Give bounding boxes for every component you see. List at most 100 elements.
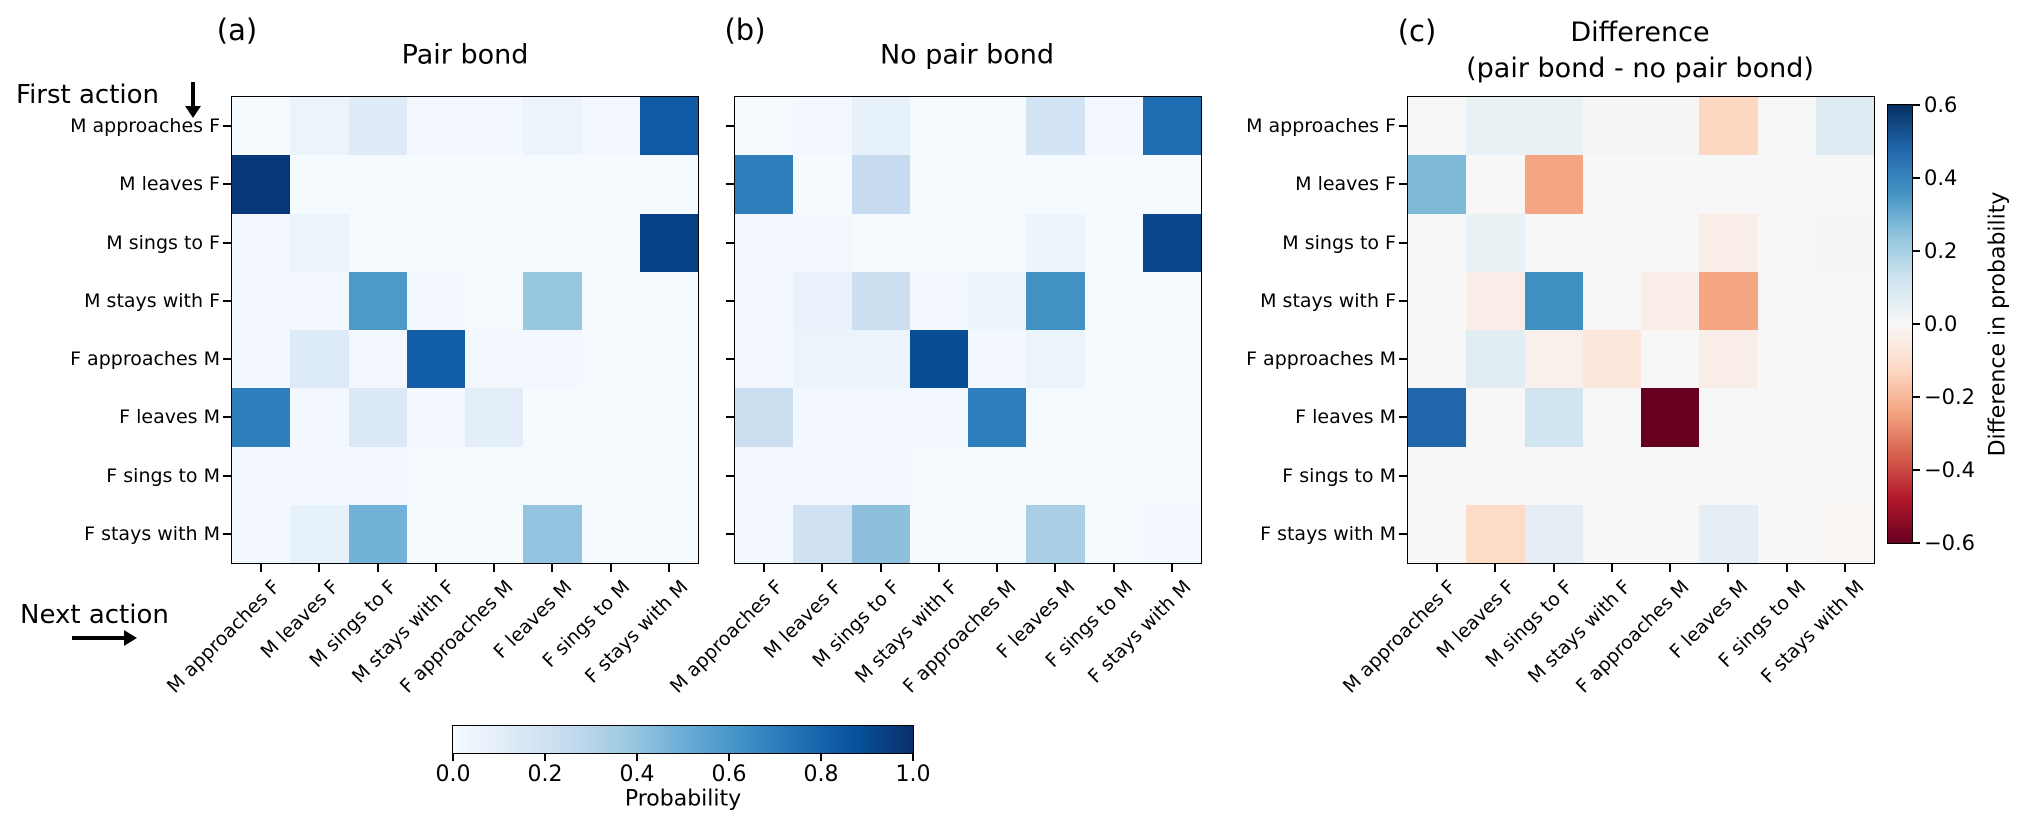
axis-tick xyxy=(726,358,734,361)
heatmap-cell xyxy=(735,271,794,331)
heatmap-cell xyxy=(1815,504,1875,564)
colorbar-tick xyxy=(1913,396,1920,398)
axis-tick xyxy=(223,241,231,244)
axis-tick xyxy=(1112,564,1115,572)
heatmap-cell xyxy=(793,446,853,506)
heatmap-cell xyxy=(909,271,969,331)
heatmap-cell xyxy=(1408,271,1467,331)
heatmap-cell xyxy=(1641,388,1700,448)
col-label-text: F stays with M xyxy=(1756,576,1869,688)
axis-tick xyxy=(726,532,734,535)
heatmap-cell xyxy=(1524,446,1584,506)
heatmap-cell xyxy=(1699,213,1759,273)
axis-tick xyxy=(1843,564,1846,572)
heatmap-cell xyxy=(1582,213,1642,273)
colorbar-tick xyxy=(636,754,638,761)
panel-title-b-text: No pair bond xyxy=(879,39,1055,71)
axis-tick xyxy=(1399,532,1407,535)
colorbar-tick-label: 0.4 xyxy=(619,762,655,787)
heatmap-cell xyxy=(1142,97,1202,156)
axis-tick xyxy=(223,299,231,302)
heatmap-cell xyxy=(290,213,350,273)
heatmap-cell xyxy=(1142,330,1202,389)
heatmap-cell xyxy=(465,388,524,448)
heatmap-cell xyxy=(1582,97,1642,156)
colorbar-tick xyxy=(912,754,914,761)
heatmap-cell xyxy=(793,97,853,156)
heatmap-cell xyxy=(1084,213,1144,273)
heatmap-cell xyxy=(968,330,1027,389)
heatmap-cell xyxy=(1142,504,1202,564)
heatmap-cell xyxy=(465,213,524,273)
axis-tick xyxy=(1436,564,1439,572)
heatmap-cell xyxy=(1026,504,1086,564)
heatmap-cell xyxy=(1815,271,1875,331)
axis-tick xyxy=(1399,125,1407,128)
axis-tick xyxy=(551,564,554,572)
panel-title-c-line1: Difference xyxy=(1570,17,1710,48)
heatmap-cell xyxy=(639,446,699,506)
heatmap-cell xyxy=(465,504,524,564)
heatmap-cell xyxy=(406,504,466,564)
heatmap-cell xyxy=(851,271,911,331)
heatmap-cell xyxy=(1466,504,1526,564)
axis-tick xyxy=(937,564,940,572)
colorbar-tick xyxy=(1913,250,1920,252)
heatmap-cell xyxy=(523,97,583,156)
first-action-arrow-down-icon xyxy=(191,82,195,106)
colorbar-tick-label: −0.2 xyxy=(1924,385,1975,409)
heatmap-cell xyxy=(406,213,466,273)
heatmap-cell xyxy=(581,97,641,156)
axis-tick xyxy=(318,564,321,572)
heatmap-cell xyxy=(1408,213,1467,273)
heatmap-cell xyxy=(735,330,794,389)
heatmap-cell xyxy=(232,330,291,389)
heatmap-cell xyxy=(909,155,969,215)
heatmap-cell xyxy=(406,388,466,448)
axis-tick xyxy=(223,358,231,361)
heatmap-cell xyxy=(1699,446,1759,506)
heatmap-cell xyxy=(1084,97,1144,156)
axis-tick xyxy=(1494,564,1497,572)
heatmap-cell xyxy=(1466,271,1526,331)
axis-tick xyxy=(726,416,734,419)
axis-tick xyxy=(493,564,496,572)
colorbar-tick xyxy=(1913,323,1920,325)
heatmap-cell xyxy=(1142,213,1202,273)
axis-tick xyxy=(223,125,231,128)
heatmap-cell xyxy=(1466,446,1526,506)
axis-tick xyxy=(376,564,379,572)
row-label: M leaves F xyxy=(119,173,220,196)
heatmap-cell xyxy=(290,155,350,215)
colorbar-tick-label: 0.8 xyxy=(803,762,839,787)
heatmap-cell xyxy=(348,446,408,506)
heatmap-cell xyxy=(851,97,911,156)
axis-tick xyxy=(260,564,263,572)
probability-colorbar-frame xyxy=(452,725,914,754)
heatmap-cell xyxy=(1408,504,1467,564)
heatmap-cell xyxy=(735,504,794,564)
heatmap-cell xyxy=(1757,271,1817,331)
heatmap-cell xyxy=(1757,213,1817,273)
heatmap-cell xyxy=(1524,388,1584,448)
heatmap-cell xyxy=(1142,388,1202,448)
heatmap-cell xyxy=(523,155,583,215)
heatmap-cell xyxy=(1084,446,1144,506)
panel-title-a-text: Pair bond xyxy=(401,39,529,71)
heatmap-cell xyxy=(1815,330,1875,389)
heatmap-cell xyxy=(1026,330,1086,389)
heatmap-cell xyxy=(1757,446,1817,506)
axis-tick xyxy=(1727,564,1730,572)
heatmap-cell xyxy=(1582,330,1642,389)
heatmap-cell xyxy=(581,213,641,273)
axis-tick xyxy=(223,183,231,186)
heatmap-cell xyxy=(735,446,794,506)
heatmap-cell xyxy=(851,504,911,564)
heatmap-cell xyxy=(1142,155,1202,215)
heatmap-cell xyxy=(406,97,466,156)
panel-letter-b-text: (b) xyxy=(724,13,766,47)
axis-tick xyxy=(726,125,734,128)
heatmap-cell xyxy=(1408,155,1467,215)
heatmap-cell xyxy=(1641,155,1700,215)
row-label: F leaves M xyxy=(1295,406,1396,429)
